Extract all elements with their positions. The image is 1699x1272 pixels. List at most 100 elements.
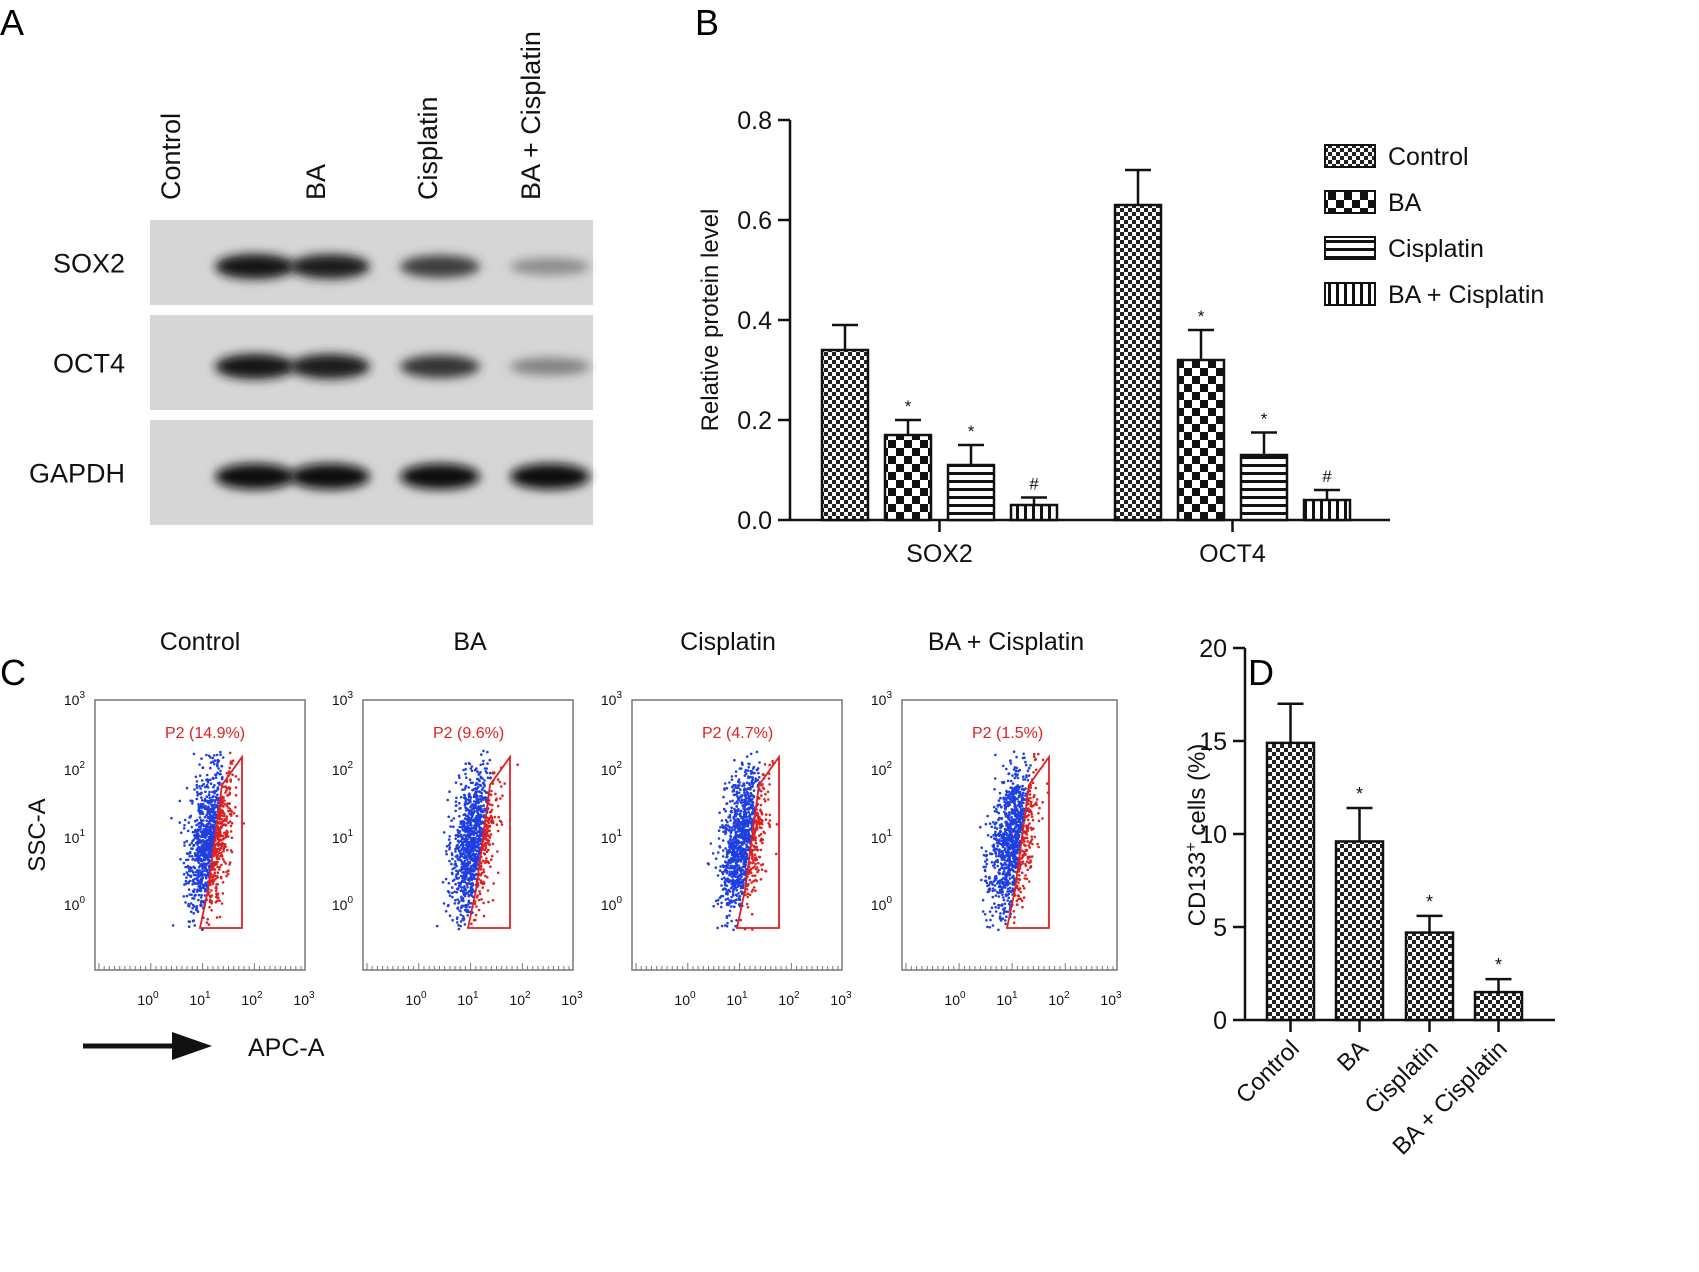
event-dot — [757, 834, 761, 837]
event-dot — [1029, 804, 1033, 807]
event-dot — [1029, 764, 1032, 767]
event-dot — [730, 919, 733, 923]
event-dot — [208, 799, 211, 803]
event-dot — [746, 906, 750, 909]
event-dot — [990, 861, 994, 864]
event-dot — [725, 924, 729, 928]
event-dot — [750, 782, 754, 785]
event-dot — [996, 844, 999, 848]
event-dot — [199, 812, 202, 816]
event-dot — [1027, 807, 1030, 810]
event-dot — [463, 826, 466, 829]
plot-frame — [94, 699, 306, 971]
event-dot — [1004, 873, 1008, 877]
event-dot — [451, 857, 454, 861]
event-dot — [481, 810, 485, 814]
event-dot — [749, 822, 753, 825]
event-dot — [193, 788, 196, 791]
event-dot — [203, 889, 207, 893]
event-dot — [1026, 829, 1029, 832]
event-dot — [482, 798, 485, 801]
event-dot — [1029, 859, 1032, 862]
event-dot — [178, 821, 181, 824]
event-dot — [196, 868, 199, 872]
event-dot — [747, 762, 750, 766]
event-dot — [991, 924, 995, 927]
event-dot — [445, 845, 449, 848]
event-dot — [744, 858, 747, 862]
event-dot — [225, 832, 229, 836]
bar — [946, 463, 996, 522]
event-dot — [205, 856, 208, 859]
y-axis-label: SSC-A — [24, 798, 51, 871]
event-dot — [1026, 840, 1029, 843]
event-dot — [1015, 844, 1019, 847]
event-dot — [727, 816, 730, 819]
event-dot — [1010, 889, 1014, 892]
event-dot — [200, 928, 204, 932]
event-dot — [208, 905, 211, 909]
event-dot — [477, 898, 481, 902]
event-dot — [459, 854, 463, 858]
event-dot — [1023, 756, 1026, 759]
event-dot — [208, 814, 212, 817]
event-dot — [749, 792, 752, 795]
event-dot — [720, 924, 724, 928]
event-dot — [185, 871, 189, 874]
event-dot — [468, 778, 472, 781]
event-dot — [999, 796, 1002, 800]
event-dot — [743, 803, 747, 806]
event-dot — [212, 873, 215, 877]
event-dot — [1035, 798, 1039, 801]
event-dot — [1030, 838, 1034, 841]
event-dot — [1016, 810, 1020, 813]
event-dot — [743, 834, 746, 837]
event-dot — [987, 883, 991, 887]
blot-band — [510, 357, 590, 376]
event-dot — [749, 803, 753, 807]
event-dot — [482, 759, 485, 763]
event-dot — [229, 824, 233, 828]
event-dot — [1000, 839, 1004, 842]
event-dot — [1007, 800, 1010, 804]
event-dot — [212, 777, 215, 780]
event-dot — [740, 892, 744, 896]
event-dot — [208, 855, 212, 859]
event-dot — [190, 841, 193, 845]
event-dot — [469, 887, 473, 891]
event-dot — [204, 790, 207, 794]
event-dot — [475, 832, 479, 835]
event-dot — [753, 856, 757, 859]
event-dot — [734, 901, 737, 905]
event-dot — [1016, 851, 1019, 855]
event-dot — [725, 871, 729, 875]
event-dot — [1026, 769, 1030, 773]
event-dot — [474, 848, 477, 852]
y-decade-label: 100 — [64, 895, 86, 913]
event-dot — [753, 834, 756, 837]
event-dot — [734, 786, 737, 789]
event-dot — [483, 779, 486, 782]
event-dot — [1007, 868, 1011, 871]
event-dot — [461, 871, 464, 874]
event-dot — [742, 821, 746, 825]
event-dot — [742, 782, 745, 785]
event-dot — [744, 837, 747, 840]
event-dot — [211, 756, 215, 760]
event-dot — [453, 902, 457, 905]
event-dot — [721, 888, 725, 891]
event-dot — [475, 814, 478, 818]
event-dot — [466, 864, 469, 867]
event-dot — [1008, 813, 1011, 816]
event-dot — [721, 826, 725, 829]
event-dot — [478, 829, 481, 832]
legend-label: Cisplatin — [1388, 235, 1484, 263]
event-dot — [993, 822, 997, 826]
event-dot — [225, 789, 228, 792]
event-dot — [464, 786, 467, 789]
event-dot — [479, 805, 483, 808]
event-dot — [459, 874, 463, 878]
event-dot — [1022, 850, 1026, 854]
event-dot — [184, 879, 188, 883]
event-dot — [1001, 886, 1005, 889]
